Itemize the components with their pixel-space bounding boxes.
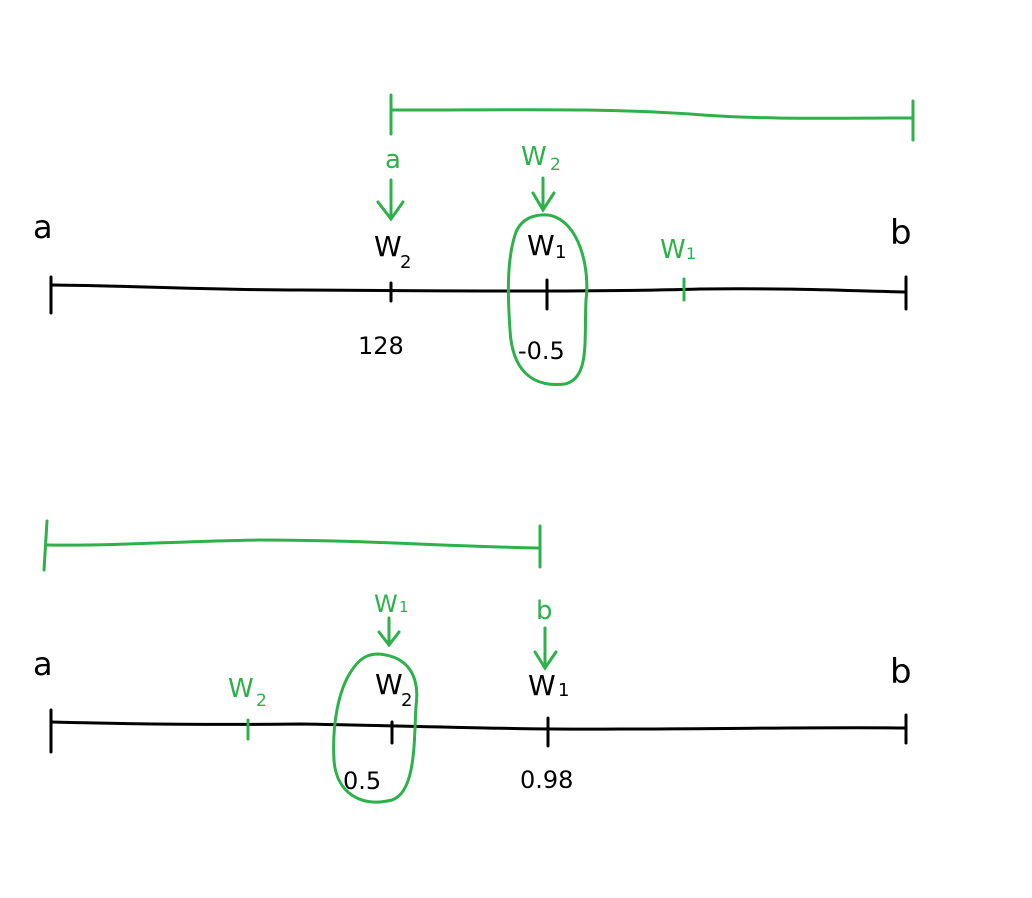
top-arrow-a: a (376, 145, 405, 222)
bottom-point-w2-base: W (375, 668, 403, 701)
bottom-arrow-b-shaft (533, 626, 558, 671)
bottom-point-w1-sub: 1 (558, 680, 569, 701)
bottom-point-w2-label: W 2 (375, 668, 412, 711)
bottom-w2-highlight-circle (332, 652, 419, 804)
top-point-w2-sub: 2 (400, 252, 411, 273)
bottom-new-w2-label: W 2 (228, 674, 267, 711)
bottom-arrow-w1-base: W (374, 590, 398, 618)
top-point-w1-value: -0.5 (518, 337, 565, 365)
top-left-endpoint-label: a (33, 208, 53, 246)
top-arrow-w2-shaft (531, 176, 556, 213)
bottom-arrow-b-label: b (536, 596, 553, 626)
top-new-interval-bracket (389, 93, 915, 142)
bottom-left-endpoint-label: a (33, 645, 53, 683)
top-diagram: a b W 2 128 W 1 -0.5 W 1 a W 2 (33, 93, 915, 386)
bottom-new-w2-sub: 2 (256, 691, 267, 711)
top-new-w1-label: W 1 (660, 235, 696, 265)
bottom-number-line (49, 708, 908, 754)
top-new-w1-base: W (660, 235, 686, 265)
bottom-point-w1-label: W 1 (528, 669, 569, 702)
top-point-w1-sub: 1 (555, 242, 566, 263)
top-arrow-a-shaft (376, 178, 405, 222)
top-arrow-a-label: a (385, 145, 401, 175)
bottom-point-w1-base: W (528, 669, 556, 702)
top-new-w1-sub: 1 (686, 244, 696, 263)
bottom-diagram: a b W 2 W 2 0.5 W 1 0.98 W 1 b (33, 519, 912, 804)
top-arrow-w2-sub: 2 (550, 155, 561, 175)
bottom-arrow-b: b (533, 596, 558, 671)
bottom-arrow-w1-sub: 1 (399, 598, 409, 616)
bottom-new-w2-base: W (228, 674, 254, 704)
top-point-w1-base: W (527, 229, 555, 262)
top-right-endpoint-label: b (890, 213, 912, 253)
bottom-point-w1-value: 0.98 (520, 766, 573, 794)
top-w1-highlight-circle (506, 213, 589, 386)
top-point-w2-value: 128 (358, 332, 404, 360)
top-point-w1-label: W 1 (527, 229, 566, 263)
top-point-w2-base: W (374, 230, 402, 263)
bottom-point-w2-value: 0.5 (343, 767, 381, 795)
bottom-arrow-w1-shaft (377, 616, 401, 648)
top-point-w2-label: W 2 (374, 230, 411, 273)
bottom-new-interval-bracket (42, 519, 542, 572)
top-number-line (49, 275, 908, 315)
bottom-right-endpoint-label: b (890, 652, 912, 692)
top-arrow-w2-base: W (521, 142, 547, 172)
bottom-point-w2-sub: 2 (401, 690, 412, 711)
bottom-arrow-w1: W 1 (374, 590, 409, 648)
top-arrow-w2: W 2 (521, 142, 561, 213)
